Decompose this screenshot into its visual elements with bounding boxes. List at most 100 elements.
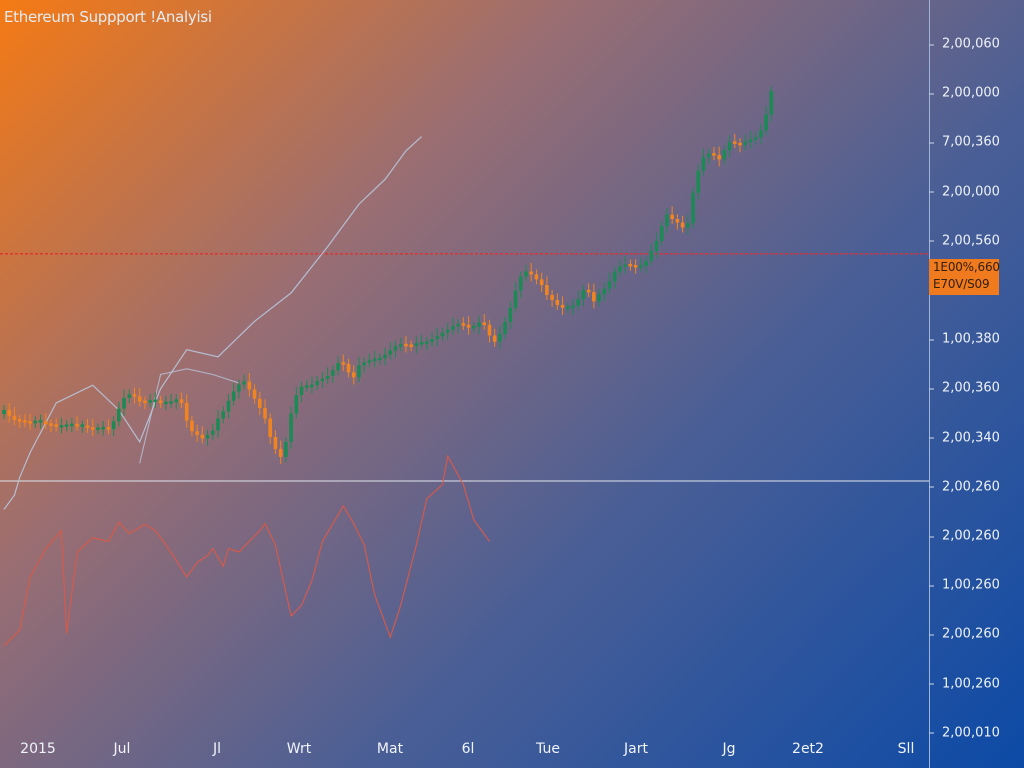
candle-body: [179, 399, 184, 403]
candle-body: [331, 370, 335, 376]
candle-body: [310, 384, 314, 388]
candle-body: [628, 263, 633, 267]
candle-body: [346, 363, 351, 373]
candle-body: [64, 424, 69, 427]
candle-body: [315, 380, 319, 386]
chart-title: Ethereum Suppport !Analyisi: [4, 8, 212, 26]
candle-body: [7, 410, 12, 416]
candle-body: [299, 386, 304, 396]
candle-body: [524, 271, 528, 277]
overlay-lines: [0, 136, 929, 647]
y-tick-label: 1,00,260: [929, 676, 1000, 692]
candle-body: [670, 214, 674, 220]
candle-body: [237, 384, 241, 392]
candle-body: [106, 427, 111, 430]
candle-body: [696, 170, 701, 193]
x-tick-label: 2015: [20, 741, 56, 757]
price-badge-line-2: E70V/S09: [933, 277, 990, 291]
candle-body: [205, 434, 210, 439]
candle-body: [393, 346, 398, 351]
candle-body: [633, 264, 638, 268]
candle-body: [518, 276, 523, 291]
y-tick-label: 1,00,260: [929, 577, 1000, 593]
moving-average-line-secondary: [139, 368, 240, 464]
y-tick-label: 2,00,060: [929, 36, 1000, 52]
candle-body: [508, 307, 513, 322]
x-tick-label: 2et2: [792, 741, 824, 757]
candle-body: [247, 381, 252, 390]
candle-body: [466, 324, 471, 328]
candlestick-series: [2, 86, 774, 464]
candle-body: [190, 420, 194, 432]
x-tick-label: Tue: [536, 741, 560, 757]
candle-body: [378, 357, 382, 361]
candle-body: [357, 365, 361, 378]
candle-body: [372, 358, 377, 362]
price-axis-divider: [929, 0, 930, 768]
x-tick-label: Jul: [113, 741, 131, 757]
candle-body: [722, 150, 727, 160]
candle-body: [644, 260, 648, 266]
candle-body: [70, 423, 74, 427]
candle-body: [404, 343, 408, 347]
candle-body: [482, 322, 487, 325]
candle-body: [75, 424, 79, 427]
candle-body: [612, 271, 617, 282]
candle-body: [545, 285, 549, 295]
candle-body: [456, 323, 460, 327]
candle-body: [743, 141, 748, 146]
candle-body: [367, 360, 372, 363]
candle-body: [623, 264, 627, 267]
candle-body: [738, 142, 742, 146]
candle-body: [712, 153, 716, 156]
y-tick-label: 2,00,000: [929, 85, 1000, 101]
candle-body: [503, 321, 507, 335]
candle-body: [419, 342, 424, 345]
candle-body: [675, 219, 680, 223]
candle-body: [555, 299, 560, 305]
candle-body: [252, 389, 257, 399]
candle-body: [242, 381, 246, 385]
candle-body: [184, 402, 189, 421]
candle-body: [639, 264, 643, 268]
x-tick-label: Mat: [376, 741, 404, 757]
indicator-line: [3, 454, 490, 647]
candle-body: [451, 326, 455, 330]
y-tick-label: 2,00,000: [929, 184, 1000, 200]
candle-body: [602, 288, 607, 295]
candle-body: [425, 341, 429, 344]
candle-body: [12, 415, 17, 420]
candle-body: [85, 425, 90, 428]
candle-body: [90, 427, 95, 430]
y-tick-label: 2,00,260: [929, 479, 1000, 495]
y-tick-label: 7,00,360: [929, 134, 1000, 150]
candle-body: [362, 362, 366, 366]
candle-body: [487, 324, 492, 336]
candle-body: [665, 214, 669, 227]
candle-body: [498, 334, 502, 342]
x-tick-label: 6l: [461, 741, 475, 757]
candle-body: [59, 425, 64, 428]
candle-body: [409, 344, 413, 347]
candle-body: [304, 385, 309, 388]
candle-body: [122, 397, 126, 409]
candle-body: [23, 420, 27, 423]
candle-body: [581, 290, 586, 300]
candle-body: [691, 192, 695, 224]
x-tick-label: Jg: [722, 741, 736, 757]
y-tick-label: 1,00,380: [929, 331, 1000, 347]
candle-body: [284, 441, 288, 457]
x-tick-label: Sll: [897, 741, 915, 757]
candle-body: [43, 421, 48, 425]
candle-body: [111, 421, 116, 430]
candle-body: [733, 141, 737, 144]
candle-body: [294, 395, 299, 414]
candle-body: [727, 142, 732, 151]
candle-body: [164, 401, 168, 405]
candle-body: [195, 431, 199, 435]
candle-body: [28, 421, 32, 424]
candle-body: [263, 407, 267, 419]
candle-body: [414, 343, 419, 347]
candle-body: [445, 329, 450, 333]
